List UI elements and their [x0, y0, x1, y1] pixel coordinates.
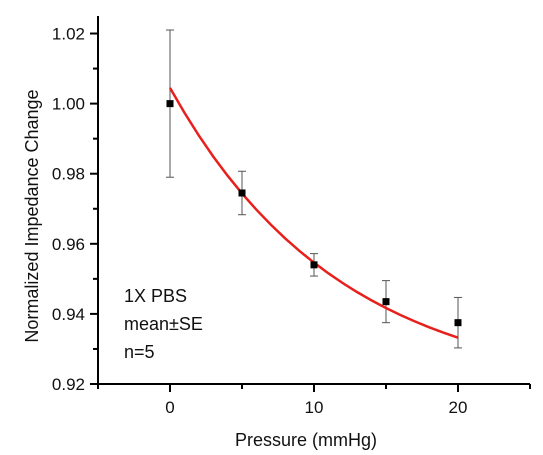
- tick-labels: 0.92 0.94 0.96 0.98 1.00 1.02 0 10 20: [52, 25, 468, 417]
- y-axis-label: Normalized Impedance Change: [22, 89, 42, 342]
- axes: [90, 16, 531, 392]
- data-point: [310, 261, 318, 269]
- points-layer: [166, 100, 462, 327]
- data-point: [454, 319, 462, 327]
- y-tick-label: 0.98: [52, 165, 85, 184]
- data-point: [382, 298, 390, 306]
- annotation-line-1: 1X PBS: [124, 286, 187, 306]
- data-point: [238, 189, 246, 197]
- fit-layer: [168, 87, 459, 339]
- y-tick-label: 0.96: [52, 235, 85, 254]
- x-tick-label: 0: [165, 398, 174, 417]
- y-tick-label: 1.02: [52, 25, 85, 44]
- x-tick-label: 10: [305, 398, 324, 417]
- y-tick-label: 0.94: [52, 305, 85, 324]
- x-tick-label: 20: [449, 398, 468, 417]
- annotation: 1X PBS mean±SE n=5: [124, 286, 203, 362]
- x-axis-label: Pressure (mmHg): [235, 430, 377, 450]
- error-bars: [166, 29, 462, 349]
- annotation-line-3: n=5: [124, 342, 155, 362]
- fit-curve: [168, 87, 459, 339]
- y-tick-label: 0.92: [52, 375, 85, 394]
- data-point: [166, 100, 174, 108]
- annotation-line-2: mean±SE: [124, 314, 203, 334]
- y-tick-label: 1.00: [52, 95, 85, 114]
